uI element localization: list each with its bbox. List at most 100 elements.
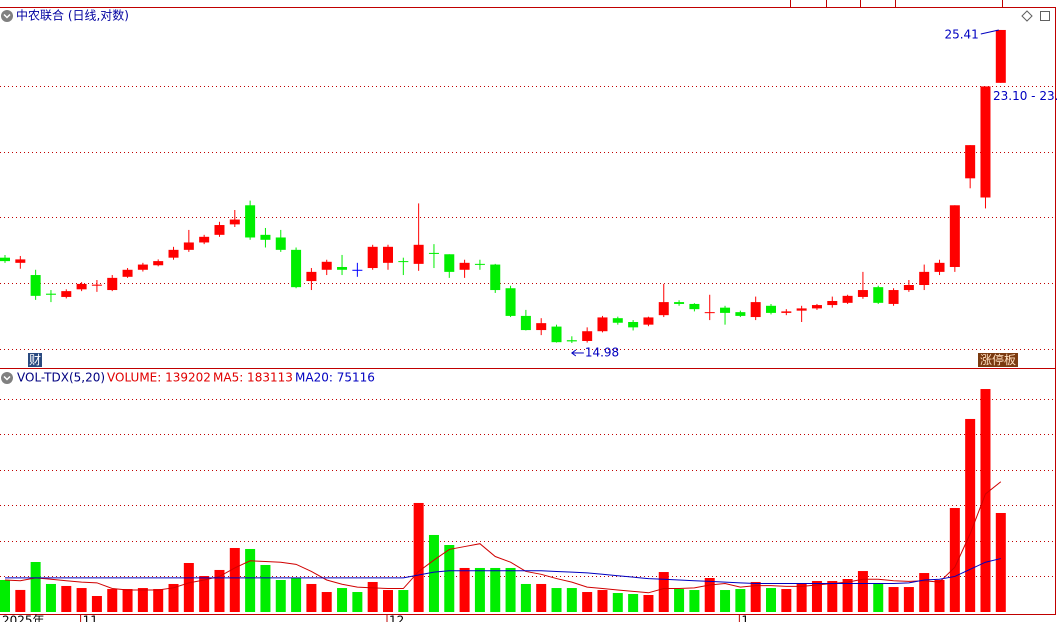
volume-bar: [781, 589, 792, 612]
volume-bar: [750, 581, 761, 612]
volume-bar: [536, 583, 547, 612]
candle-body: [888, 290, 899, 304]
volume-bar: [505, 567, 516, 612]
candle-body: [383, 246, 393, 263]
volume-bar: [980, 389, 991, 612]
volume-bar: [995, 512, 1006, 612]
candle-body: [306, 271, 317, 282]
candle-body: [674, 302, 685, 304]
volume-bar: [91, 595, 102, 612]
candle-body: [536, 323, 547, 331]
candle-body: [750, 302, 761, 318]
candle-body: [275, 237, 286, 250]
volume-bar: [122, 589, 133, 612]
candle-body: [0, 257, 10, 262]
volume-bar: [720, 590, 731, 612]
price-label: 23.10 - 23.: [993, 89, 1057, 103]
candle-body: [45, 293, 56, 295]
candle-body: [720, 307, 731, 313]
volume-label: VOLUME: 139202: [107, 371, 211, 385]
volume-bar: [597, 590, 608, 612]
candle-body: [658, 302, 669, 316]
volume-bar: [76, 588, 87, 612]
volume-bar: [582, 592, 593, 612]
badge[interactable]: 涨停板: [980, 352, 1016, 367]
candle-body: [811, 305, 822, 309]
volume-bar: [444, 545, 455, 612]
candle-body: [781, 311, 792, 313]
volume-bar: [474, 567, 485, 612]
volume-bar: [428, 534, 439, 612]
square-icon[interactable]: [1040, 11, 1050, 21]
volume-bar: [398, 590, 409, 612]
volume-bar: [919, 573, 930, 612]
x-tick-label: 11: [83, 614, 98, 622]
volume-bar: [107, 589, 118, 612]
candle-body: [520, 315, 531, 331]
candle-body: [137, 264, 148, 270]
candle-body: [490, 264, 501, 291]
ma20-label: MA20: 75116: [295, 371, 375, 385]
volume-bar: [888, 587, 899, 612]
x-tick-label: 1: [741, 614, 749, 622]
candle-body: [934, 262, 945, 272]
volume-bar: [321, 592, 332, 612]
candle-body: [551, 326, 562, 343]
candle-body: [842, 295, 853, 303]
candle-body: [582, 331, 593, 341]
volume-bar: [168, 583, 179, 612]
volume-bar: [643, 595, 654, 612]
candle-body: [337, 266, 348, 270]
volume-bar: [30, 561, 41, 612]
candle-body: [566, 340, 577, 342]
diamond-icon[interactable]: [1021, 10, 1033, 22]
candle-body: [291, 249, 302, 288]
volume-bar: [658, 572, 669, 612]
candle-body: [612, 318, 623, 323]
volume-bar: [842, 578, 853, 612]
candle-body: [796, 308, 807, 311]
volume-bar: [137, 588, 148, 612]
annotation-arrow: [980, 29, 999, 35]
menu-icon[interactable]: [1, 372, 13, 384]
ma-line: [5, 558, 1001, 585]
candle-body: [428, 252, 439, 254]
candle-body: [30, 275, 41, 296]
candle-body: [168, 249, 179, 258]
candle-body: [76, 283, 87, 290]
candle-body: [153, 261, 164, 266]
volume-bar: [704, 578, 715, 612]
candle-body: [199, 236, 210, 243]
volume-bar: [275, 579, 286, 612]
candle-body: [91, 284, 102, 286]
volume-bar: [459, 567, 470, 612]
high-label: 25.41: [944, 27, 978, 41]
candle-body: [122, 269, 133, 277]
candle-body: [995, 29, 1006, 83]
volume-bar: [0, 579, 10, 612]
volume-bar: [245, 548, 256, 612]
candle-body: [965, 145, 976, 179]
candle-body: [919, 271, 930, 286]
candle-body: [61, 291, 72, 297]
candle-body: [107, 277, 118, 291]
volume-bar: [367, 581, 378, 612]
volume-bar: [61, 585, 72, 612]
x-tick-label: 2025年: [2, 614, 45, 622]
volume-bar: [383, 590, 393, 612]
badge[interactable]: 财: [29, 353, 41, 367]
volume-bar: [520, 583, 531, 612]
volume-bar: [183, 562, 194, 612]
candle-body: [643, 317, 654, 325]
volume-bar: [628, 594, 639, 612]
candle-body: [444, 254, 455, 272]
menu-icon[interactable]: [1, 10, 13, 22]
volume-bar: [735, 589, 746, 612]
volume-bar: [566, 588, 577, 612]
volume-bar: [352, 592, 363, 612]
menu-icon-circle: [1, 10, 13, 22]
volume-bar: [291, 578, 302, 612]
volume-bar: [337, 588, 348, 612]
candle-body: [903, 285, 914, 291]
